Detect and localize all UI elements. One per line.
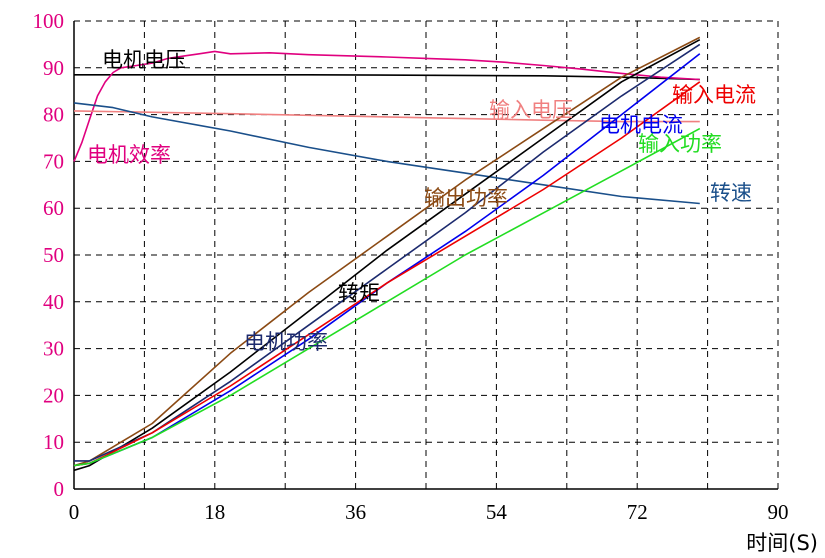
series-lines <box>73 36 701 472</box>
series-line-输入电流 <box>73 81 701 467</box>
series-label: 输入电流 <box>672 83 756 107</box>
y-tick-label: 70 <box>43 149 64 173</box>
series-line-电机功率 <box>74 43 701 462</box>
y-tick-label: 40 <box>43 290 64 314</box>
y-tick-label: 50 <box>43 243 64 267</box>
series-label: 电机效率 <box>87 143 171 167</box>
series-line-电机效率 <box>73 50 700 162</box>
series-label: 转矩 <box>338 281 380 305</box>
series-label: 电机电压 <box>102 48 186 72</box>
x-tick-label: 0 <box>69 500 80 524</box>
axes <box>73 21 778 490</box>
x-tick-label: 90 <box>768 500 789 524</box>
y-tick-label: 100 <box>33 9 65 33</box>
x-tick-label: 18 <box>204 500 225 524</box>
x-tick-label: 54 <box>486 500 508 524</box>
y-tick-label: 80 <box>43 103 64 127</box>
series-label: 输出功率 <box>424 186 508 210</box>
x-tick-label: 72 <box>627 500 648 524</box>
y-tick-label: 0 <box>54 477 65 501</box>
series-label: 电机功率 <box>244 330 328 354</box>
y-tick-label: 90 <box>43 56 64 80</box>
tick-labels: 0 10 20 30 40 50 60 70 80 90 100 0 18 36 54 72 90 <box>33 9 789 524</box>
y-tick-label: 20 <box>43 383 64 407</box>
series-label: 转速 <box>710 181 752 205</box>
x-axis-label: 时间(S) <box>746 531 818 555</box>
y-tick-label: 60 <box>43 196 64 220</box>
series-line-输入电压 <box>73 110 700 123</box>
series-label: 输入功率 <box>638 132 722 156</box>
series-line-输入功率 <box>73 127 701 467</box>
series-line-输出功率 <box>73 36 701 467</box>
series-label: 输入电压 <box>489 98 573 122</box>
series-label: 电机电流 <box>599 113 683 137</box>
y-tick-label: 30 <box>43 337 64 361</box>
series-line-转速 <box>73 102 700 205</box>
x-tick-label: 36 <box>345 500 366 524</box>
y-tick-label: 10 <box>43 430 64 454</box>
series-line-电机电压 <box>74 74 700 81</box>
